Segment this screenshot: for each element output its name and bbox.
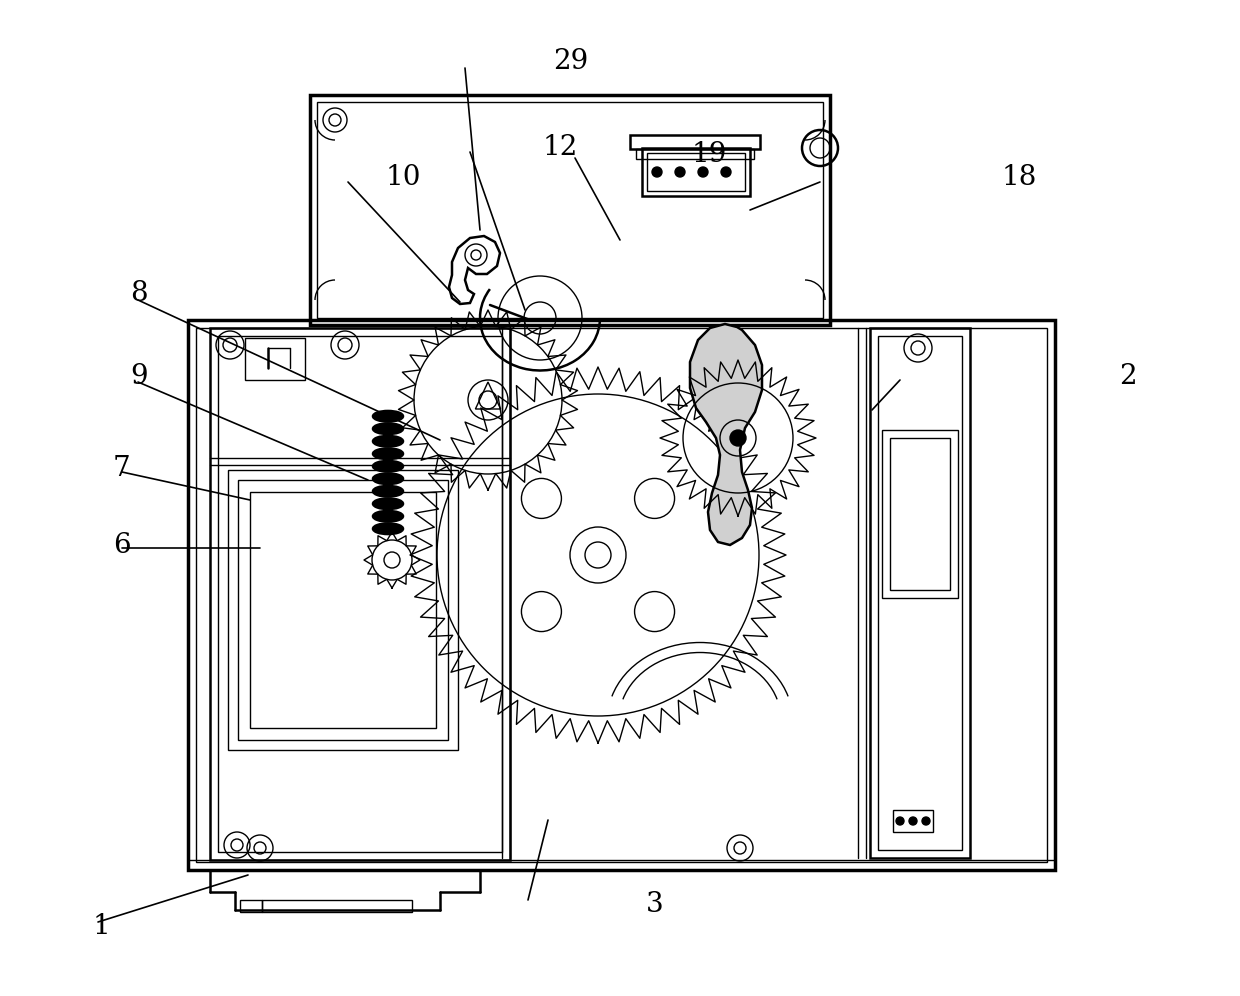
Ellipse shape: [373, 486, 403, 497]
Text: 10: 10: [386, 163, 420, 191]
Ellipse shape: [373, 473, 403, 484]
Text: 18: 18: [1002, 163, 1037, 191]
Ellipse shape: [373, 511, 403, 522]
Bar: [870, 328, 970, 858]
Bar: [647, 153, 745, 191]
Bar: [246, 338, 305, 380]
Ellipse shape: [373, 423, 403, 434]
Text: 2: 2: [1120, 363, 1137, 390]
Bar: [188, 320, 1055, 870]
Circle shape: [730, 430, 746, 446]
Bar: [310, 95, 830, 325]
Bar: [228, 470, 458, 750]
Ellipse shape: [373, 436, 403, 446]
Text: 29: 29: [553, 48, 588, 76]
Bar: [262, 900, 412, 912]
Circle shape: [720, 167, 732, 177]
Text: 7: 7: [113, 454, 130, 482]
Bar: [210, 328, 510, 860]
Text: 19: 19: [692, 140, 727, 168]
Bar: [893, 810, 932, 832]
Bar: [250, 492, 436, 728]
Ellipse shape: [373, 498, 403, 509]
Bar: [238, 480, 448, 740]
Bar: [241, 900, 262, 912]
Bar: [218, 336, 502, 852]
Ellipse shape: [373, 411, 403, 421]
Bar: [642, 148, 750, 196]
Circle shape: [698, 167, 708, 177]
Text: 8: 8: [130, 280, 148, 308]
Bar: [890, 438, 950, 590]
Text: 1: 1: [93, 912, 110, 940]
Bar: [636, 149, 754, 159]
Bar: [882, 430, 959, 598]
Circle shape: [923, 817, 930, 825]
Circle shape: [909, 817, 918, 825]
Circle shape: [652, 167, 662, 177]
Text: 3: 3: [646, 890, 663, 918]
Bar: [878, 336, 962, 850]
Bar: [630, 135, 760, 149]
Text: 6: 6: [113, 532, 130, 560]
Text: 12: 12: [543, 133, 578, 161]
Bar: [317, 102, 823, 318]
Polygon shape: [689, 324, 763, 545]
Text: 9: 9: [130, 363, 148, 390]
Circle shape: [675, 167, 684, 177]
Bar: [196, 328, 1047, 862]
Ellipse shape: [373, 524, 403, 534]
Ellipse shape: [373, 448, 403, 459]
Ellipse shape: [373, 461, 403, 471]
Circle shape: [897, 817, 904, 825]
